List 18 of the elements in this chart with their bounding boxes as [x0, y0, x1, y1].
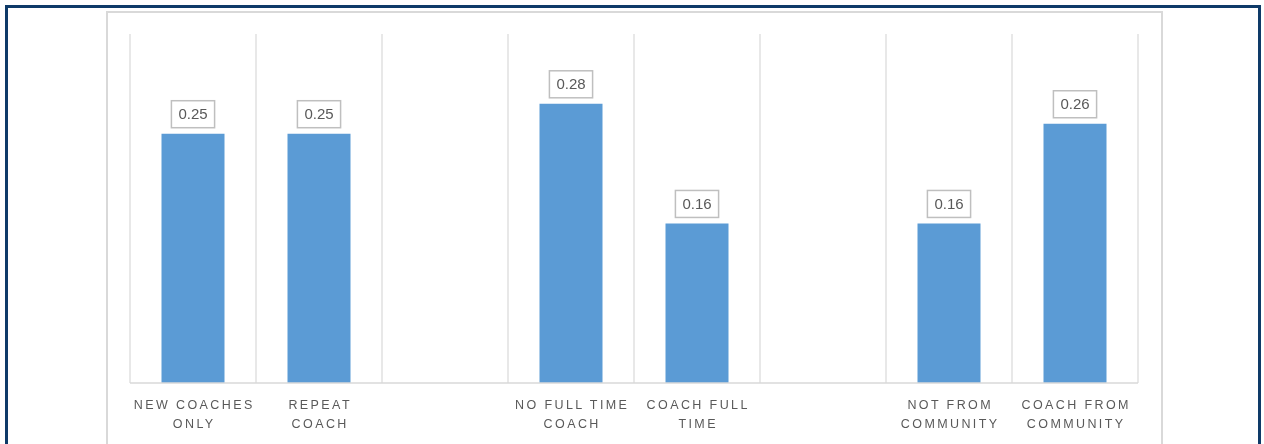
data-label: 0.25	[178, 105, 208, 123]
x-tick-label: COACH FROM COMMUNITY	[1021, 398, 1131, 431]
bar	[161, 133, 225, 383]
x-tick-label: COACH FULL TIME	[646, 398, 750, 431]
data-label: 0.28	[556, 75, 586, 93]
bar	[1043, 123, 1107, 383]
bar	[287, 133, 351, 383]
data-label: 0.25	[304, 105, 334, 123]
x-tick-label: NEW COACHES ONLY	[133, 398, 255, 431]
data-label: 0.16	[934, 194, 964, 212]
bar	[917, 223, 981, 383]
bar	[665, 223, 729, 383]
data-label: 0.26	[1060, 95, 1090, 113]
x-tick-label: NO FULL TIME COACH	[515, 398, 630, 431]
x-tick-label: NOT FROM COMMUNITY	[900, 398, 1000, 431]
data-label: 0.16	[682, 194, 712, 212]
bar	[539, 103, 603, 383]
x-tick-label: REPEAT COACH	[288, 398, 352, 431]
